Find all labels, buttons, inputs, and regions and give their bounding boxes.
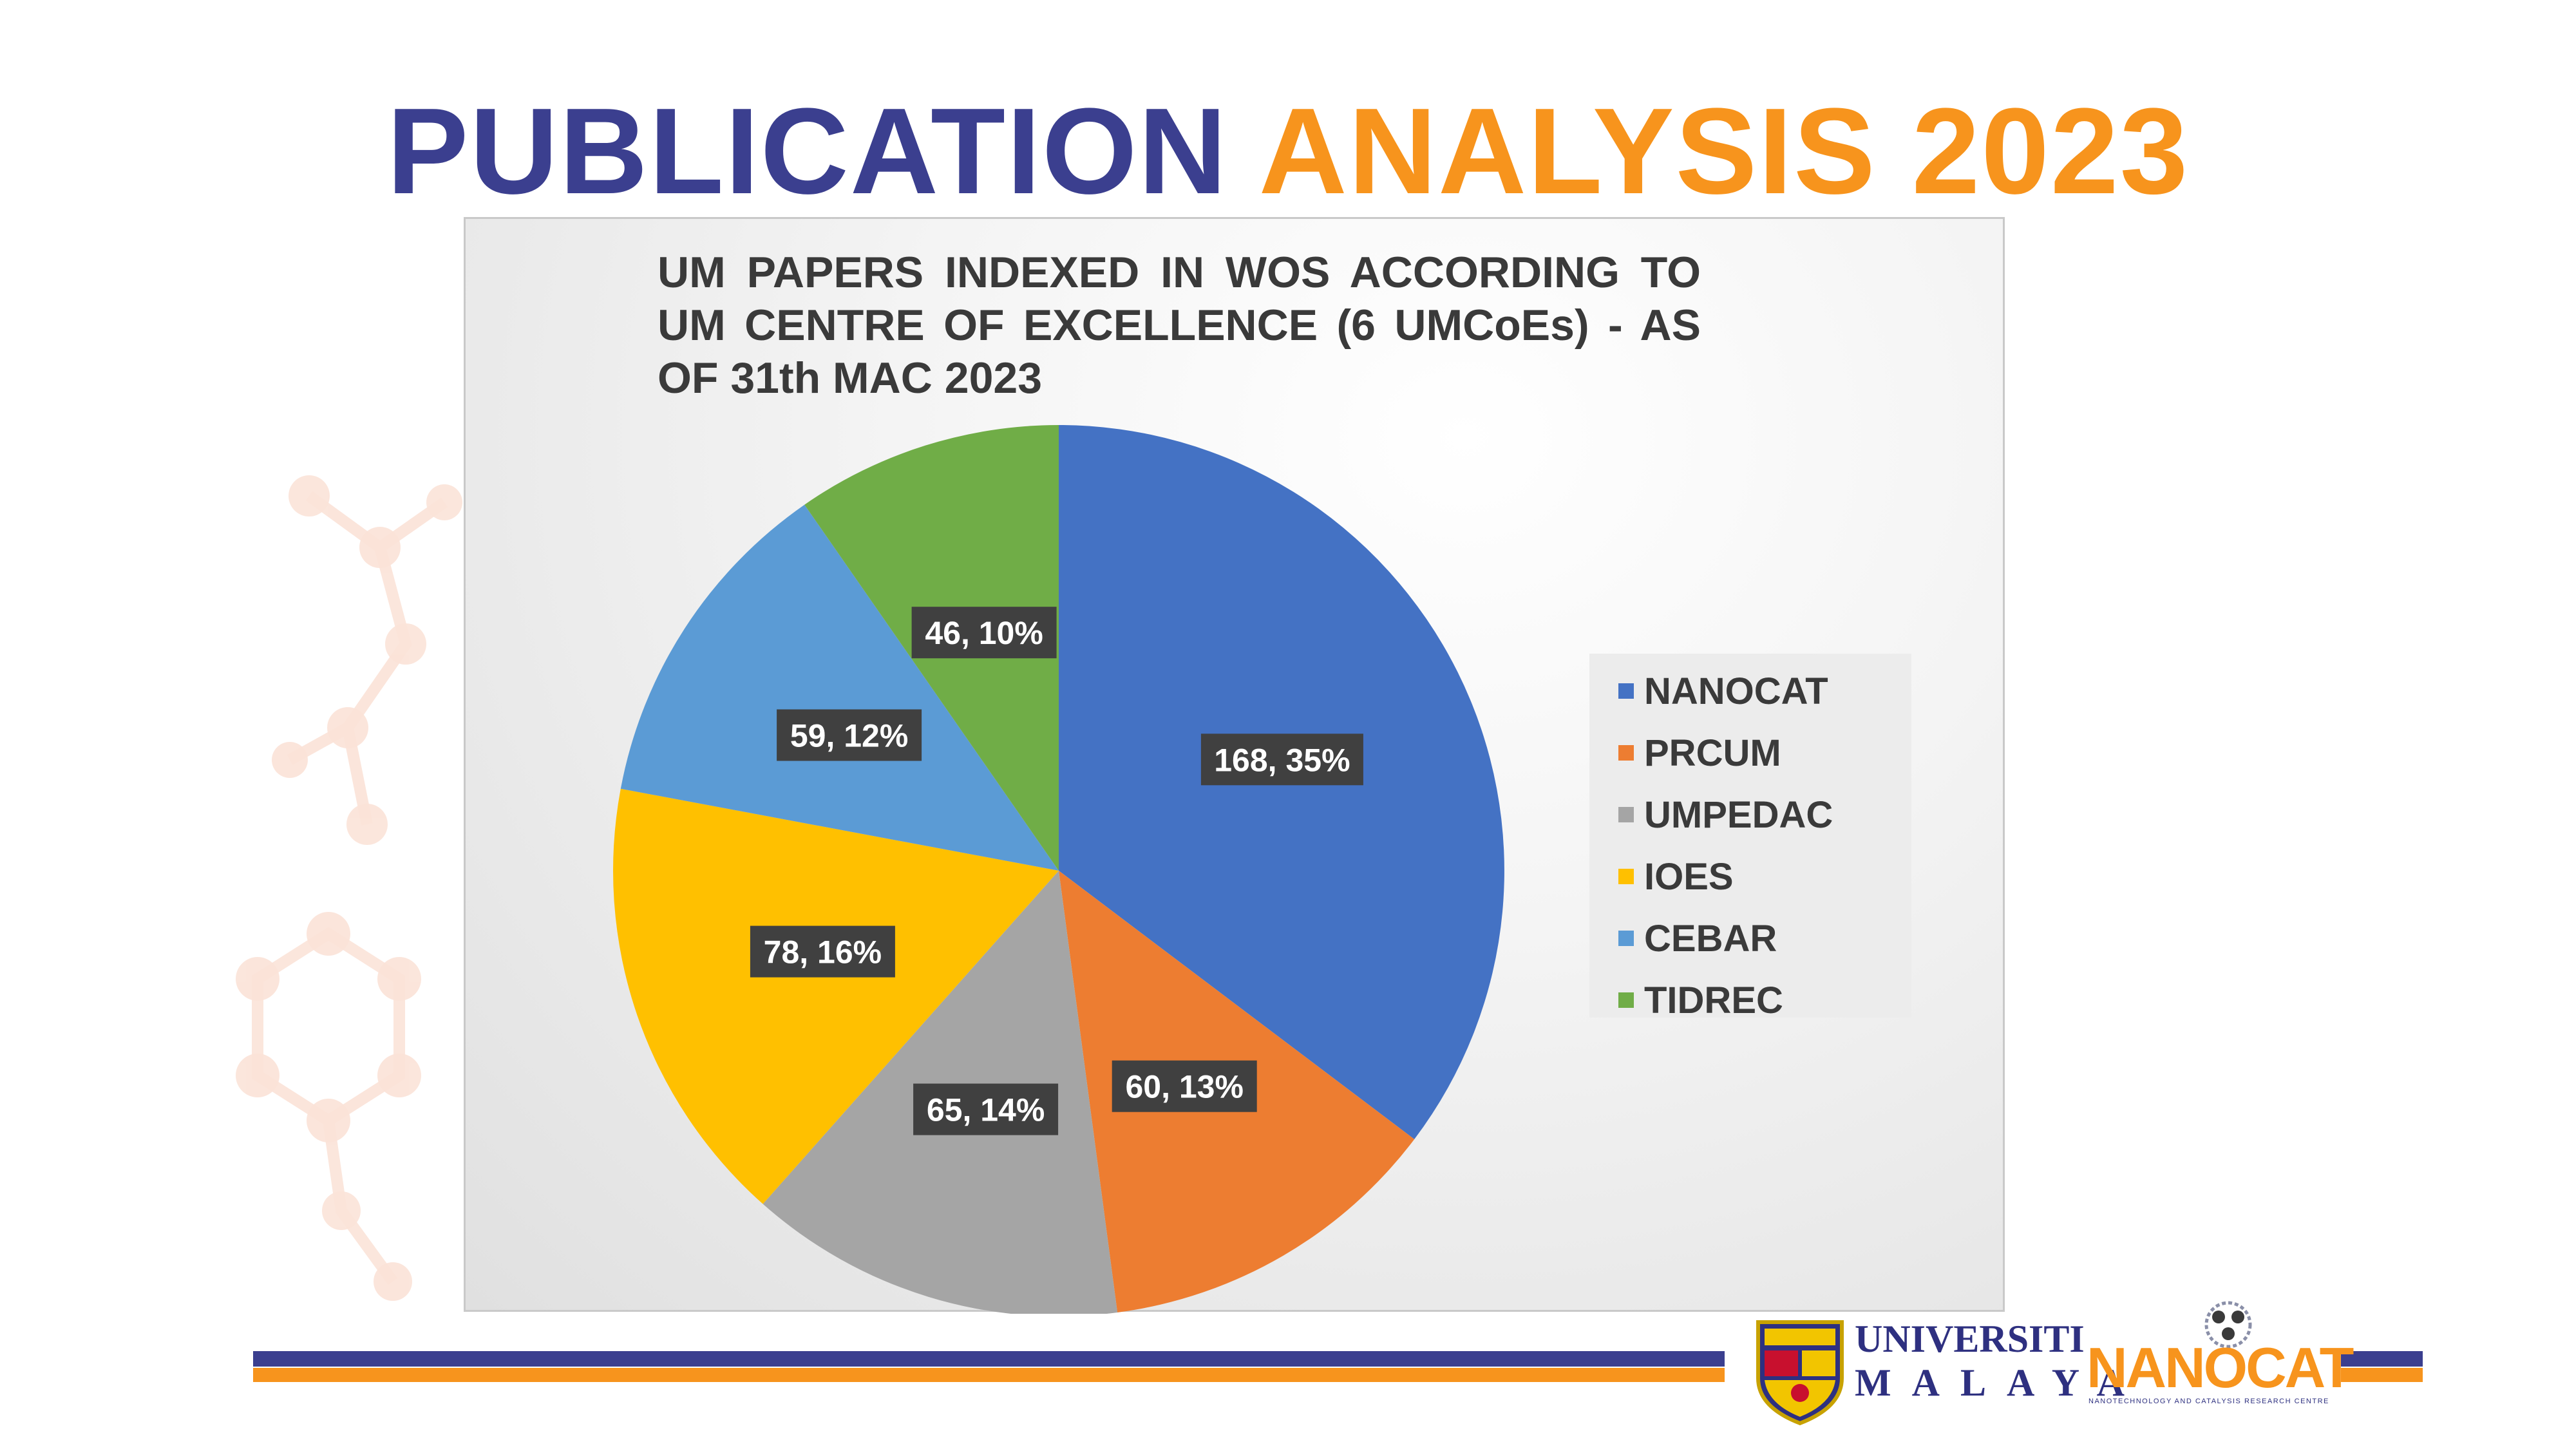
legend-swatch [1618, 683, 1634, 699]
nanocat-tagline: NANOTECHNOLOGY AND CATALYSIS RESEARCH CE… [2088, 1397, 2329, 1405]
legend-swatch [1618, 745, 1634, 761]
legend-swatch [1618, 992, 1634, 1008]
legend-label: NANOCAT [1644, 670, 1828, 712]
legend-label: CEBAR [1644, 917, 1777, 960]
chart-title: UM PAPERS INDEXED IN WOS ACCORDING TO UM… [658, 248, 1701, 402]
chart-legend: NANOCAT PRCUM UMPEDAC IOES CEBAR TIDREC [1589, 654, 1911, 1021]
data-label-text: 46, 10% [925, 615, 1043, 651]
footer-bar-purple-right [2341, 1351, 2423, 1367]
footer-bar-orange [253, 1368, 1725, 1382]
footer-bar-purple [253, 1351, 1725, 1367]
pie-slice-cebar [620, 504, 1059, 871]
data-label-text: 168, 35% [1214, 742, 1350, 778]
legend-label: TIDREC [1644, 979, 1783, 1021]
data-label-text: 60, 13% [1125, 1069, 1243, 1105]
legend-item-cebar: CEBAR [1618, 907, 1911, 969]
um-crest-logo [1756, 1320, 1844, 1426]
molecule-background-decoration [236, 475, 462, 1301]
footer-bar-orange-right [2341, 1368, 2423, 1382]
pie-data-label-prcum: 60, 13% [1112, 1060, 1257, 1112]
slide-title-part-1: PUBLICATION [386, 83, 1228, 220]
legend-label: PRCUM [1644, 732, 1781, 774]
data-label-box [911, 607, 1057, 659]
um-logo-line-2: MALAYA [1855, 1361, 2145, 1404]
data-label-text: 65, 14% [927, 1092, 1045, 1128]
nanocat-molecule-icon [2204, 1301, 2252, 1349]
slide-title-part-2: ANALYSIS 2023 [1258, 83, 2190, 220]
pie-data-label-tidrec: 46, 10% [911, 607, 1057, 659]
legend-item-ioes: IOES [1618, 846, 1911, 907]
nanocat-logo: NANOCAT NANOTECHNOLOGY AND CATALYSIS RES… [2087, 1298, 2354, 1410]
pie-data-label-umpedac: 65, 14% [913, 1083, 1059, 1135]
pie-data-label-cebar: 59, 12% [777, 709, 922, 761]
data-label-box [913, 1083, 1059, 1135]
chart-frame: UM PAPERS INDEXED IN WOS ACCORDING TO UM… [464, 217, 2005, 1314]
um-logo-wordmark: UNIVERSITI MALAYA [1855, 1317, 2145, 1405]
legend-label: IOES [1644, 855, 1734, 898]
legend-item-umpedac: UMPEDAC [1618, 784, 1911, 846]
pie-data-label-nanocat: 168, 35% [1200, 734, 1363, 786]
data-label-box [750, 925, 895, 978]
um-logo-line-1: UNIVERSITI [1855, 1318, 2085, 1360]
nanocat-logo-text: NANOCAT [2087, 1336, 2354, 1399]
pie-data-labels: 168, 35% 60, 13% 65, 14% 78, 16% 59, 12% 46, … [750, 607, 1363, 1135]
legend-swatch [1618, 869, 1634, 884]
legend-item-nanocat: NANOCAT [1618, 660, 1911, 722]
legend-swatch [1618, 931, 1634, 946]
slide-title: PUBLICATION ANALYSIS 2023 [0, 90, 2576, 213]
data-label-text: 59, 12% [790, 718, 908, 754]
pie-slice-ioes [613, 788, 1059, 1204]
legend-item-prcum: PRCUM [1618, 722, 1911, 784]
pie-chart: 168, 35% 60, 13% 65, 14% 78, 16% 59, 12% 46, … [613, 425, 1504, 1314]
data-label-box [1112, 1060, 1257, 1112]
data-label-box [777, 709, 922, 761]
legend-item-tidrec: TIDREC [1618, 969, 1911, 1031]
legend-label: UMPEDAC [1644, 793, 1833, 836]
data-label-box [1200, 734, 1363, 786]
pie-data-label-ioes: 78, 16% [750, 925, 895, 978]
data-label-text: 78, 16% [764, 934, 882, 971]
pie-slices [613, 425, 1504, 1314]
legend-swatch [1618, 807, 1634, 822]
